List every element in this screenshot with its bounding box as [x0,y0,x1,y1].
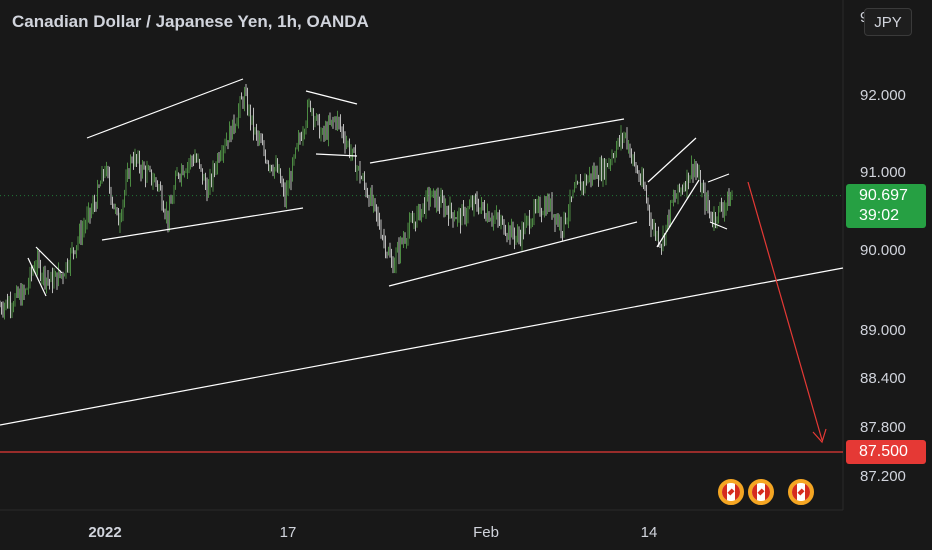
y-tick-label: 91.000 [860,164,906,181]
trendline [0,267,844,426]
chart-title: Canadian Dollar / Japanese Yen, 1h, OAND… [12,12,369,31]
trendline [305,90,358,105]
y-tick-label: 87.200 [860,468,906,485]
trendline [647,137,697,183]
x-tick-label: 17 [280,524,297,541]
current-price-value: 90.697 [859,187,908,204]
candle-countdown: 39:02 [859,207,900,224]
y-tick-label: 88.400 [860,370,906,387]
trendline [709,221,728,230]
y-tick-label: 87.800 [860,419,906,436]
canada-flag-icon[interactable] [718,479,744,505]
projection-arrowhead [812,428,827,444]
trendline [35,246,63,274]
target-price-label: 87.500 [846,440,926,464]
x-tick-label: 2022 [88,524,121,541]
currency-button[interactable]: JPY [864,8,912,36]
trendline [656,179,700,248]
x-tick-label: 14 [641,524,658,541]
trendline [101,207,304,241]
economic-events [716,478,826,506]
y-tick-label: 90.000 [860,242,906,259]
trendline [86,78,244,139]
trendline [27,257,47,297]
y-tick-label: 89.000 [860,322,906,339]
trendline [388,221,638,287]
projection-arrow [747,181,823,441]
trendline [315,153,358,157]
canada-flag-icon[interactable] [748,479,774,505]
trendline [369,118,625,164]
trendline [707,173,730,183]
current-price-label: 90.697 39:02 [846,184,926,228]
y-tick-label: 92.000 [860,87,906,104]
x-tick-label: Feb [473,524,499,541]
canada-flag-icon[interactable] [788,479,814,505]
